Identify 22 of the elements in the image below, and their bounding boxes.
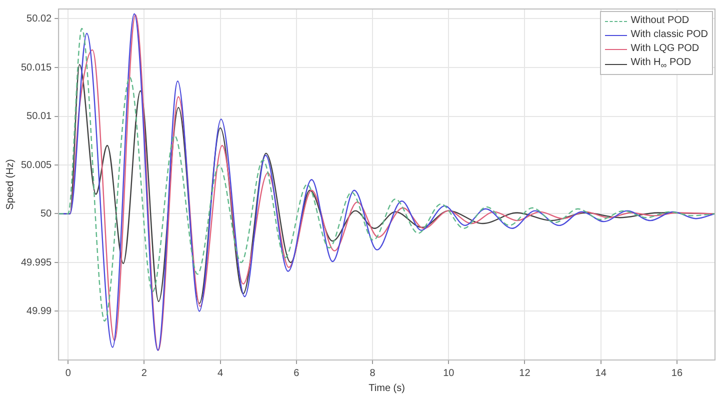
legend-label: With H$_{∞}$ POD bbox=[630, 56, 692, 72]
x-tick-label: 8 bbox=[370, 368, 376, 379]
x-tick-label: 14 bbox=[595, 368, 607, 379]
x-tick-label: 4 bbox=[218, 368, 224, 379]
y-tick-label: 50.015 bbox=[20, 62, 52, 74]
legend-label: With LQG POD bbox=[630, 42, 700, 56]
x-tick-label: 6 bbox=[294, 368, 300, 379]
y-tick-label: 50.005 bbox=[20, 160, 52, 171]
x-tick-label: 2 bbox=[141, 368, 148, 379]
y-tick-label: 50 bbox=[40, 208, 52, 220]
x-tick-label: 12 bbox=[519, 368, 531, 379]
x-tick-label: 10 bbox=[443, 368, 455, 379]
legend-label: Without POD bbox=[630, 14, 690, 28]
x-tick-label: 0 bbox=[65, 368, 72, 379]
y-tick-label: 49.99 bbox=[26, 306, 52, 317]
y-tick-label: 50.01 bbox=[26, 111, 52, 122]
y-tick-label: 49.995 bbox=[20, 257, 52, 268]
x-tick-label: 16 bbox=[671, 368, 683, 379]
y-tick-label: 50.02 bbox=[26, 14, 52, 24]
x-axis-title: Time (s) bbox=[368, 382, 405, 394]
y-axis-title: Speed (Hz) bbox=[4, 159, 16, 210]
legend-label: With classic POD bbox=[630, 28, 708, 42]
